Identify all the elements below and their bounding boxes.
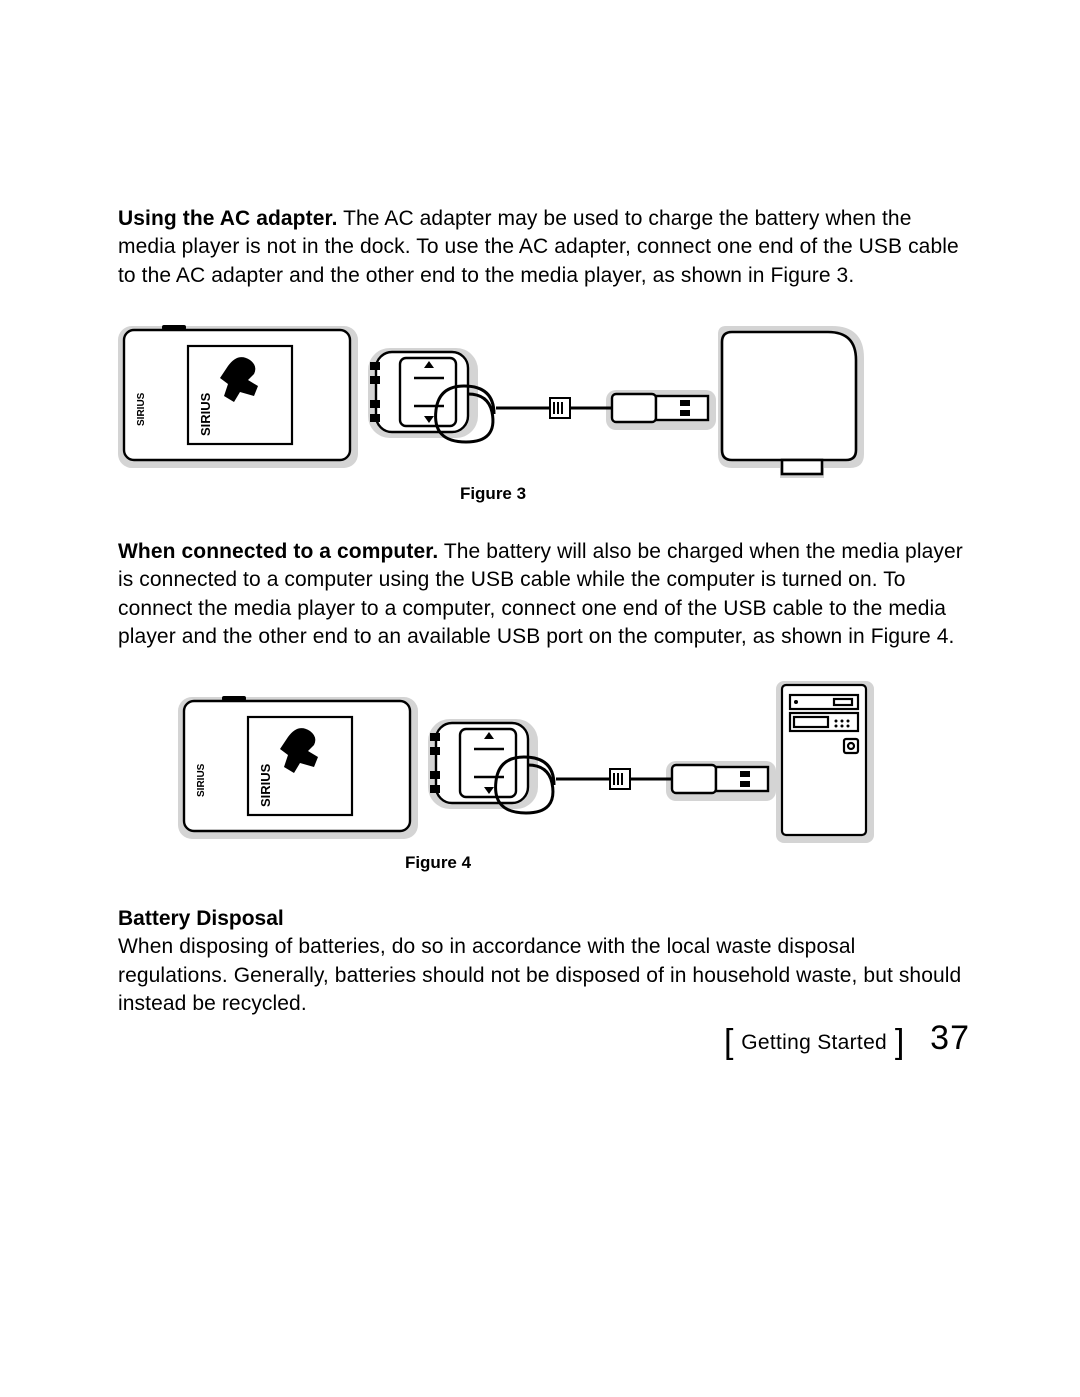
figure-4: SIRIUS SIRIUS <box>178 679 970 873</box>
figure-4-caption: Figure 4 <box>118 853 758 873</box>
player2-brand-big: SIRIUS <box>258 764 273 808</box>
heading-battery-disposal: Battery Disposal <box>118 907 970 931</box>
figure-3-caption: Figure 3 <box>118 484 868 504</box>
paragraph-ac-adapter: Using the AC adapter. The AC adapter may… <box>118 205 970 290</box>
para2-lead: When connected to a computer. <box>118 540 438 563</box>
para1-lead: Using the AC adapter. <box>118 207 338 230</box>
figure-3-svg: SIRIUS SIRIUS <box>118 318 868 478</box>
player-brand-big: SIRIUS <box>198 392 213 436</box>
manual-page: Using the AC adapter. The AC adapter may… <box>0 0 1080 1397</box>
player2-brand-small: SIRIUS <box>196 764 207 798</box>
bracket-right-icon: ] <box>893 1023 906 1061</box>
paragraph-battery-disposal: When disposing of batteries, do so in ac… <box>118 933 970 1018</box>
player-brand-small: SIRIUS <box>136 392 147 426</box>
figure-3: SIRIUS SIRIUS <box>118 318 970 504</box>
bracket-left-icon: [ <box>722 1023 735 1061</box>
page-number: 37 <box>930 1019 970 1057</box>
paragraph-computer: When connected to a computer. The batter… <box>118 538 970 651</box>
page-footer: [ Getting Started ] 37 <box>722 1019 970 1062</box>
figure-4-svg: SIRIUS SIRIUS <box>178 679 878 847</box>
footer-section: Getting Started <box>741 1031 887 1054</box>
